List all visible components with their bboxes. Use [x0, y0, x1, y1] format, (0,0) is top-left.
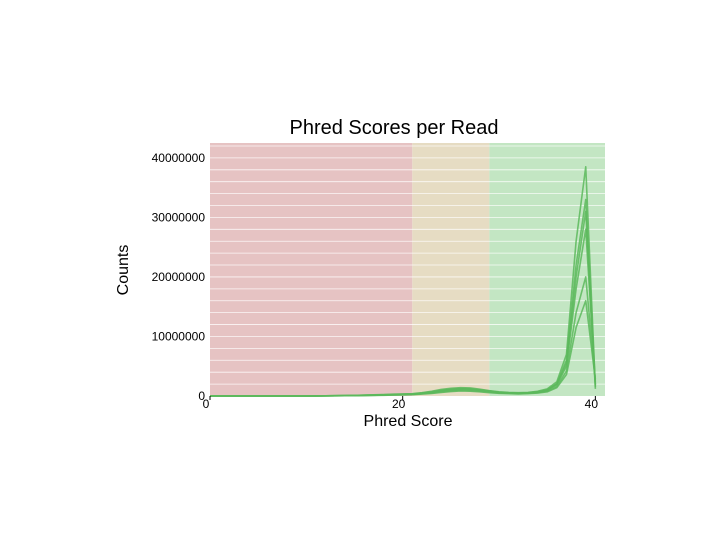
background-bands: [210, 143, 605, 396]
background-band-3: [489, 143, 605, 396]
background-band-2: [412, 143, 490, 396]
y-tick-label: 0: [198, 389, 205, 403]
x-tick-label: 40: [585, 397, 599, 411]
grid-lines: [210, 145, 605, 385]
y-tick-label: 20000000: [152, 270, 206, 284]
x-tick-label: 0: [203, 397, 210, 411]
series-line-6: [210, 210, 597, 397]
x-tick-label: 20: [392, 397, 406, 411]
chart-title: Phred Scores per Read: [289, 117, 498, 139]
y-tick-label: 10000000: [152, 329, 206, 343]
y-axis-label: Counts: [115, 245, 132, 296]
series-lines: [210, 166, 597, 397]
y-tick-label: 40000000: [152, 151, 206, 165]
x-axis-ticks: 0 20 40: [203, 396, 599, 411]
background-band-1: [210, 143, 413, 396]
y-axis-ticks: 0 10000000 20000000 30000000 40000000: [152, 151, 206, 403]
x-axis-label: Phred Score: [364, 413, 453, 430]
y-tick-label: 30000000: [152, 210, 206, 224]
